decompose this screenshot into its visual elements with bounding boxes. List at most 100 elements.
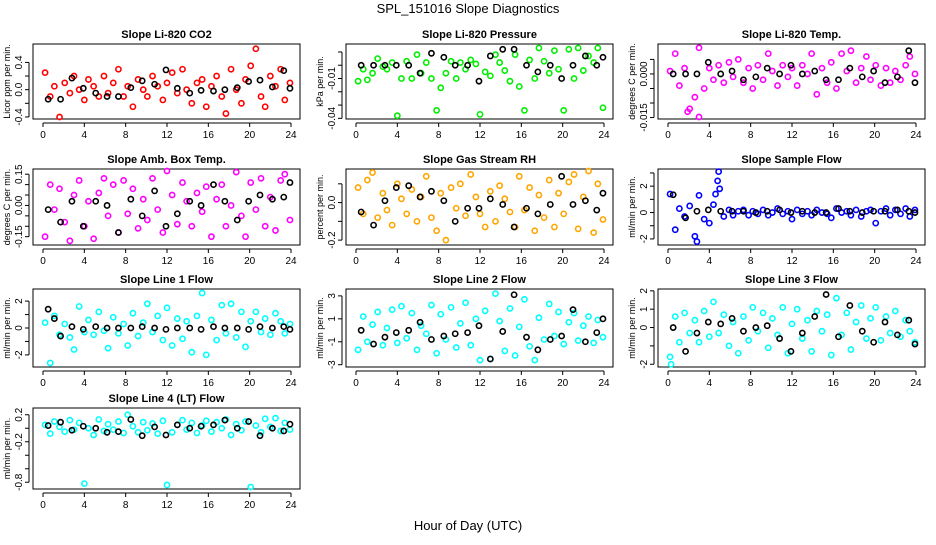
data-point [405,61,413,69]
data-point [268,83,276,91]
x-tick-label: 16 [203,256,215,267]
data-point [227,431,235,439]
data-point [700,215,708,223]
data-point [593,206,601,214]
data-point [202,183,210,191]
data-point [381,333,389,341]
data-point [233,324,241,332]
x-axis: 0 4 8 12 16 20 24 [40,370,297,389]
data-point [392,329,400,336]
y-axis: 2 1 0 -2 [639,288,655,369]
data-point [846,64,854,72]
data-point [381,61,389,69]
data-point [691,316,699,324]
data-point [173,84,181,92]
data-point [535,314,543,322]
y-axis: 3 1 -1 -3 [327,293,343,369]
data-point [369,169,376,176]
data-point [41,421,49,429]
x-axis: 0 4 8 12 16 20 24 [353,370,610,389]
data-point [210,323,217,331]
panel-title: Slope Gas Stream RH [423,154,536,166]
data-point [695,191,703,199]
data-point [370,221,377,229]
data-point [44,422,52,429]
data-point [843,309,851,317]
data-point [906,213,914,220]
x-tick-label: 0 [665,378,671,389]
x-tick-label: 24 [598,378,610,389]
y-axis-label: degrees C per min. [627,43,637,120]
data-point [675,338,683,346]
y-axis: -0.01 -0.04 [327,51,343,130]
data-point [521,106,528,114]
y-axis-label: ml/min per min. [2,418,12,480]
data-point [905,316,913,324]
data-point [392,61,400,69]
data-point [560,106,568,114]
data-point [159,417,167,425]
y-axis-label: degrees C per min. [2,169,12,246]
data-point [354,77,362,85]
y-axis-label: Licor ppm per min. [2,44,12,119]
data-point [574,225,582,233]
data-point [46,359,54,367]
x-axis: 0 4 8 12 16 20 24 [353,248,610,267]
data-point [247,317,255,325]
data-point [911,209,919,216]
data-point [210,421,217,429]
data-point [902,61,910,69]
data-point [464,61,471,69]
data-point [186,89,194,97]
data-point [570,75,578,82]
data-point [213,195,220,203]
data-point [905,47,913,55]
data-point [558,75,566,82]
y-tick-label: 2 [639,288,650,294]
data-point [877,336,885,344]
data-point [218,424,226,432]
black-series [44,66,294,103]
data-point [268,324,276,332]
data-point [728,314,736,322]
x-tick-label: 20 [869,256,881,267]
data-point [540,57,548,65]
data-point [193,429,201,437]
data-point [838,50,845,57]
data-point [590,339,598,347]
data-point [745,336,752,344]
data-point [569,201,577,208]
data-point [79,84,87,92]
x-tick-label: 24 [285,130,297,141]
data-point [590,229,598,237]
data-point [268,195,276,203]
data-point [728,207,736,215]
data-point [808,347,816,355]
colored-series [41,45,294,121]
data-point [669,191,677,199]
data-point [363,176,371,184]
data-point [85,316,92,324]
data-point [911,70,919,78]
scatter-panel: Slope Line 4 (LT) Flow ml/min per min. 0 4 8… [2,393,301,511]
data-point [728,67,736,75]
y-axis: 0.15 0.00 -0.15 [14,164,30,248]
data-point [115,418,122,425]
data-point [398,302,405,310]
data-point [44,95,52,103]
data-point [546,336,554,343]
x-axis: 0 4 8 12 16 20 24 [353,122,610,141]
data-point [61,428,69,436]
data-point [50,312,58,320]
x-tick-label: 12 [161,256,173,267]
scatter-panel: Slope Li-820 CO2 Licor ppm per min. 0 4 8 12 1… [2,29,301,141]
data-point [115,229,122,236]
x-tick-label: 8 [436,256,442,267]
data-point [92,197,100,205]
data-point [511,352,519,359]
data-point [798,207,806,215]
data-point [210,181,217,189]
data-point [729,318,737,326]
data-point [510,291,518,299]
data-point [252,45,260,53]
